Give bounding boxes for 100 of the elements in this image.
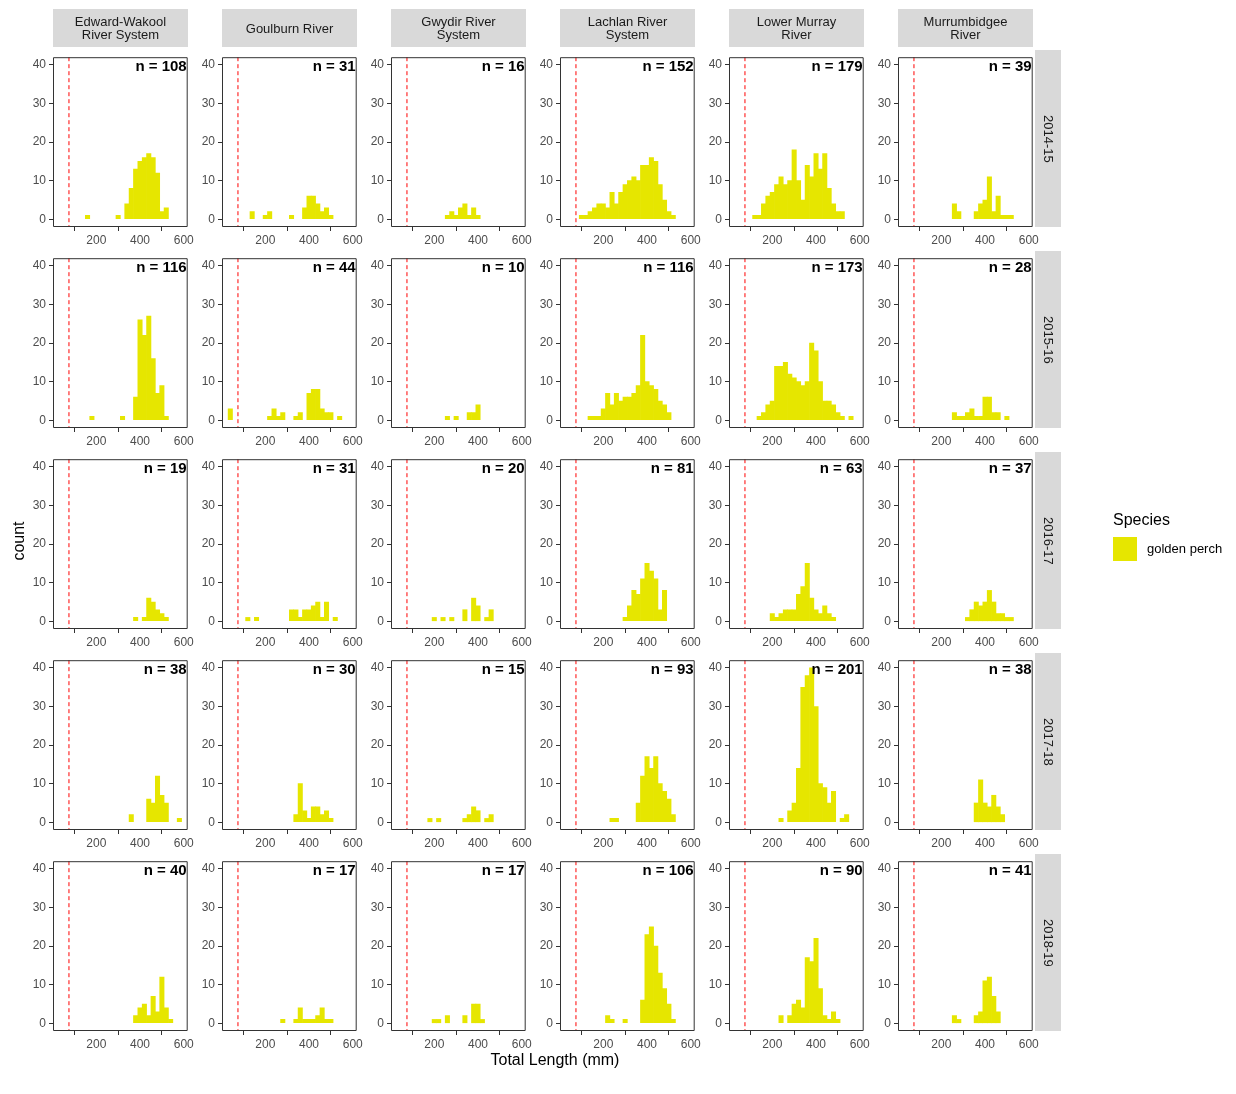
y-tick-label: 40 <box>877 660 892 675</box>
x-tick-label: 200 <box>762 835 783 850</box>
x-tick-label: 600 <box>342 1036 364 1051</box>
x-tick-label: 400 <box>299 232 320 247</box>
y-tick-label: 40 <box>708 258 723 273</box>
x-tick-label: 600 <box>680 433 702 448</box>
y-tick-label: 10 <box>370 374 385 388</box>
y-tick-label: 30 <box>539 95 554 110</box>
y-tick-label: 0 <box>884 412 892 427</box>
y-tick-label: 20 <box>708 134 723 149</box>
annotation: n = 90 <box>819 860 863 878</box>
x-tick-label: 400 <box>130 835 151 850</box>
y-tick-label: 0 <box>39 814 47 829</box>
y-tick-label: 10 <box>32 977 47 991</box>
y-tick-label: 20 <box>877 737 892 752</box>
y-tick-label: 0 <box>39 412 47 427</box>
annotation: n = 31 <box>312 458 356 476</box>
y-tick-label: 40 <box>32 660 47 675</box>
x-tick-label: 200 <box>593 433 614 448</box>
y-tick-label: 0 <box>715 1015 723 1030</box>
y-tick-label: 40 <box>370 57 385 72</box>
y-tick-label: 30 <box>877 296 892 311</box>
y-tick-label: 0 <box>208 211 216 226</box>
x-tick-label: 600 <box>1018 433 1040 448</box>
y-tick-label: 40 <box>539 258 554 273</box>
x-tick-label: 600 <box>849 1036 871 1051</box>
y-tick-label: 40 <box>370 861 385 876</box>
annotation: n = 10 <box>481 257 525 275</box>
y-tick-label: 20 <box>877 938 892 953</box>
y-tick-label: 20 <box>708 536 723 551</box>
y-tick-label: 20 <box>539 737 554 752</box>
y-tick-label: 10 <box>708 374 723 388</box>
x-tick-label: 600 <box>511 835 533 850</box>
x-tick-label: 200 <box>593 835 614 850</box>
x-tick-label: 200 <box>593 1036 614 1051</box>
y-tick-label: 40 <box>32 459 47 474</box>
y-tick-label: 0 <box>377 211 385 226</box>
x-tick-label: 600 <box>849 433 871 448</box>
x-tick-label: 400 <box>130 1036 151 1051</box>
x-tick-label: 600 <box>342 835 364 850</box>
facet-strip: Goulburn River <box>222 9 357 47</box>
y-tick-label: 40 <box>32 57 47 72</box>
y-tick-label: 40 <box>539 57 554 72</box>
legend-title: Species <box>1113 510 1171 529</box>
y-tick-label: 30 <box>370 497 385 512</box>
y-tick-label: 40 <box>877 258 892 273</box>
y-tick-label: 30 <box>539 698 554 713</box>
annotation: n = 108 <box>135 56 187 74</box>
y-tick-label: 0 <box>715 814 723 829</box>
y-tick-label: 40 <box>708 459 723 474</box>
y-tick-label: 30 <box>32 899 47 914</box>
x-tick-label: 200 <box>931 634 952 649</box>
y-tick-label: 10 <box>877 575 892 589</box>
facet-strip: 2017-18 <box>1035 653 1061 830</box>
annotation: n = 39 <box>988 56 1032 74</box>
facet-strip: Lachlan River System <box>560 9 695 47</box>
y-tick-label: 0 <box>377 412 385 427</box>
facet-strip: 2016-17 <box>1035 452 1061 629</box>
y-tick-label: 40 <box>539 660 554 675</box>
facet-strip: Lower Murray River <box>729 9 864 47</box>
y-tick-label: 30 <box>201 899 216 914</box>
x-tick-label: 600 <box>342 433 364 448</box>
x-tick-label: 200 <box>931 835 952 850</box>
annotation: n = 44 <box>312 257 357 275</box>
y-tick-label: 20 <box>370 737 385 752</box>
x-tick-label: 600 <box>1018 634 1040 649</box>
x-tick-label: 400 <box>468 232 489 247</box>
y-tick-label: 30 <box>201 296 216 311</box>
x-tick-label: 600 <box>849 835 871 850</box>
y-tick-label: 30 <box>32 698 47 713</box>
y-tick-label: 20 <box>32 335 47 350</box>
y-tick-label: 20 <box>539 938 554 953</box>
y-tick-label: 20 <box>32 536 47 551</box>
annotation: n = 38 <box>988 659 1032 677</box>
x-tick-label: 400 <box>975 1036 996 1051</box>
y-tick-label: 10 <box>539 977 554 991</box>
y-tick-label: 0 <box>546 412 554 427</box>
y-tick-label: 20 <box>539 335 554 350</box>
y-tick-label: 10 <box>708 977 723 991</box>
annotation: n = 116 <box>643 257 694 275</box>
y-tick-label: 0 <box>715 412 723 427</box>
y-tick-label: 30 <box>708 296 723 311</box>
x-tick-label: 600 <box>173 232 195 247</box>
annotation: n = 17 <box>312 860 356 878</box>
x-tick-label: 600 <box>511 634 533 649</box>
y-tick-label: 40 <box>708 57 723 72</box>
annotation: n = 30 <box>312 659 356 677</box>
x-tick-label: 200 <box>931 232 952 247</box>
x-tick-label: 200 <box>424 1036 445 1051</box>
annotation: n = 201 <box>811 659 863 677</box>
y-tick-label: 10 <box>877 374 892 388</box>
x-tick-label: 600 <box>173 634 195 649</box>
y-tick-label: 10 <box>877 776 892 790</box>
x-tick-label: 200 <box>762 232 783 247</box>
y-tick-label: 30 <box>370 296 385 311</box>
y-tick-label: 30 <box>370 95 385 110</box>
y-tick-label: 0 <box>377 1015 385 1030</box>
y-tick-label: 40 <box>877 57 892 72</box>
y-tick-label: 40 <box>877 459 892 474</box>
y-tick-label: 10 <box>32 776 47 790</box>
